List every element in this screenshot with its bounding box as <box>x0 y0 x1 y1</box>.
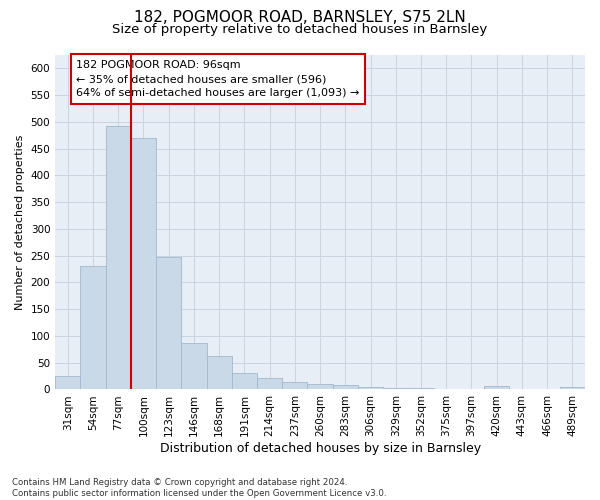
Bar <box>181 343 206 390</box>
Bar <box>459 389 484 390</box>
Bar <box>332 384 358 390</box>
Bar <box>383 388 409 390</box>
Bar <box>535 389 560 390</box>
Bar <box>257 378 282 390</box>
Text: Size of property relative to detached houses in Barnsley: Size of property relative to detached ho… <box>112 22 488 36</box>
Bar <box>80 266 106 390</box>
Bar <box>282 382 307 390</box>
Text: 182, POGMOOR ROAD, BARNSLEY, S75 2LN: 182, POGMOOR ROAD, BARNSLEY, S75 2LN <box>134 10 466 25</box>
Bar <box>232 373 257 390</box>
Text: Contains HM Land Registry data © Crown copyright and database right 2024.
Contai: Contains HM Land Registry data © Crown c… <box>12 478 386 498</box>
Bar <box>206 356 232 390</box>
Bar <box>131 138 156 390</box>
Bar <box>509 389 535 390</box>
Bar <box>484 386 509 390</box>
Bar <box>307 384 332 390</box>
Bar <box>409 388 434 390</box>
Y-axis label: Number of detached properties: Number of detached properties <box>15 134 25 310</box>
Bar <box>55 376 80 390</box>
Bar <box>156 256 181 390</box>
Text: 182 POGMOOR ROAD: 96sqm
← 35% of detached houses are smaller (596)
64% of semi-d: 182 POGMOOR ROAD: 96sqm ← 35% of detache… <box>76 60 360 98</box>
Bar <box>560 388 585 390</box>
Bar <box>106 126 131 390</box>
X-axis label: Distribution of detached houses by size in Barnsley: Distribution of detached houses by size … <box>160 442 481 455</box>
Bar <box>434 389 459 390</box>
Bar <box>358 387 383 390</box>
